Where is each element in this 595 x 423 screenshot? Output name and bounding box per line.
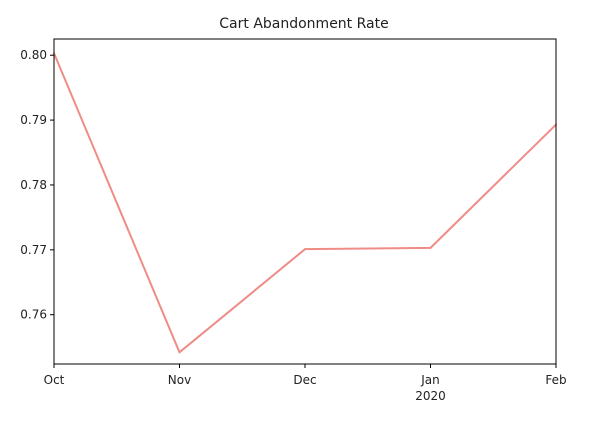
x-tick-label: Feb	[545, 373, 566, 387]
x-tick-year-label: 2020	[415, 389, 446, 403]
y-tick-label: 0.76	[20, 308, 47, 322]
data-point	[304, 248, 306, 251]
plot-frame	[53, 38, 557, 365]
y-tick-label: 0.80	[20, 48, 47, 62]
x-tick-label: Nov	[168, 373, 191, 387]
y-tick-label: 0.78	[20, 178, 47, 192]
chart-title: Cart Abandonment Rate	[219, 16, 388, 32]
series-layer	[53, 52, 557, 354]
data-point	[178, 351, 181, 354]
x-tick-label: Dec	[293, 373, 316, 387]
x-tick-label: Jan	[420, 373, 440, 387]
x-tick-label: Oct	[44, 373, 65, 387]
y-tick-label: 0.79	[20, 113, 47, 127]
series-line	[53, 52, 557, 354]
data-point	[429, 246, 432, 249]
y-tick-label: 0.77	[20, 243, 47, 257]
axes: 0.76 0.77 0.78 0.79 0.80 Oct Nov Dec Jan 2020 Feb	[20, 48, 566, 403]
